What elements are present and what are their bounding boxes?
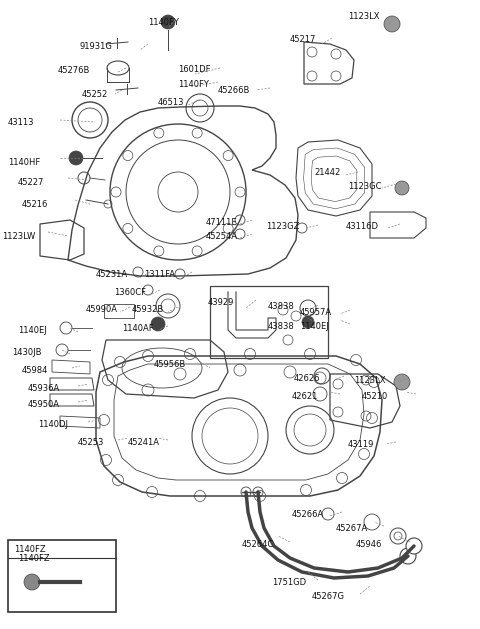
Text: 45276B: 45276B [58, 66, 90, 75]
Text: 45253: 45253 [78, 438, 104, 447]
Text: 1430JB: 1430JB [12, 348, 41, 357]
Text: 45231A: 45231A [96, 270, 128, 279]
Text: 45957A: 45957A [300, 308, 332, 317]
Text: 1360CF: 1360CF [114, 288, 146, 297]
Text: 1123GZ: 1123GZ [266, 222, 300, 231]
Text: 45254A: 45254A [206, 232, 238, 241]
Circle shape [384, 16, 400, 32]
Text: 43119: 43119 [348, 440, 374, 449]
Text: 1123GC: 1123GC [348, 182, 382, 191]
Text: 1140FY: 1140FY [148, 18, 179, 27]
Text: 42626: 42626 [294, 374, 321, 383]
Text: 1123LX: 1123LX [348, 12, 380, 21]
Text: 45217: 45217 [290, 35, 316, 44]
Text: 1601DF: 1601DF [178, 65, 211, 74]
Text: 45990A: 45990A [86, 305, 118, 314]
Text: 45264C: 45264C [242, 540, 274, 549]
Text: 45210: 45210 [362, 392, 388, 401]
Text: 1311FA: 1311FA [144, 270, 175, 279]
Text: 45956B: 45956B [154, 360, 186, 369]
Text: 45266B: 45266B [218, 86, 251, 95]
Text: 45984: 45984 [22, 366, 48, 375]
Text: 1140HF: 1140HF [8, 158, 40, 167]
Text: 45266A: 45266A [292, 510, 324, 519]
Text: 1140DJ: 1140DJ [38, 420, 68, 429]
Text: 1140FZ: 1140FZ [18, 554, 49, 563]
Circle shape [151, 317, 165, 331]
Text: 21442: 21442 [314, 168, 340, 177]
Text: 45216: 45216 [22, 200, 48, 209]
Text: 43838: 43838 [268, 302, 295, 311]
Circle shape [400, 548, 416, 564]
Circle shape [302, 316, 314, 328]
Text: 1140FZ: 1140FZ [14, 545, 46, 555]
Text: 45227: 45227 [18, 178, 44, 187]
Text: 46513: 46513 [158, 98, 184, 107]
Circle shape [406, 538, 422, 554]
Text: 45267G: 45267G [312, 592, 345, 601]
Text: 45267A: 45267A [336, 524, 368, 533]
Circle shape [394, 374, 410, 390]
Text: 45946: 45946 [356, 540, 383, 549]
Circle shape [161, 15, 175, 29]
Text: 45252: 45252 [82, 90, 108, 99]
Text: 47111E: 47111E [206, 218, 238, 227]
Text: 43929: 43929 [208, 298, 234, 307]
Text: 1123LW: 1123LW [2, 232, 35, 241]
Text: 43838: 43838 [268, 322, 295, 331]
Text: 1140EJ: 1140EJ [300, 322, 329, 331]
Circle shape [395, 181, 409, 195]
Text: 45950A: 45950A [28, 400, 60, 409]
Text: 1140AF: 1140AF [122, 324, 154, 333]
Bar [8, 540, 116, 612]
Text: 45936A: 45936A [28, 384, 60, 393]
Text: 1123LX: 1123LX [354, 376, 385, 385]
Text: 43116D: 43116D [346, 222, 379, 231]
Bar [210, 286, 328, 358]
Circle shape [69, 151, 83, 165]
Text: 91931G: 91931G [80, 42, 113, 51]
Text: 42621: 42621 [292, 392, 318, 401]
Circle shape [24, 574, 40, 590]
Text: 45241A: 45241A [128, 438, 160, 447]
Text: 1140EJ: 1140EJ [18, 326, 47, 335]
Text: 1140FY: 1140FY [178, 80, 209, 89]
Text: 45932B: 45932B [132, 305, 164, 314]
Text: 1751GD: 1751GD [272, 578, 306, 587]
Text: 43113: 43113 [8, 118, 35, 127]
